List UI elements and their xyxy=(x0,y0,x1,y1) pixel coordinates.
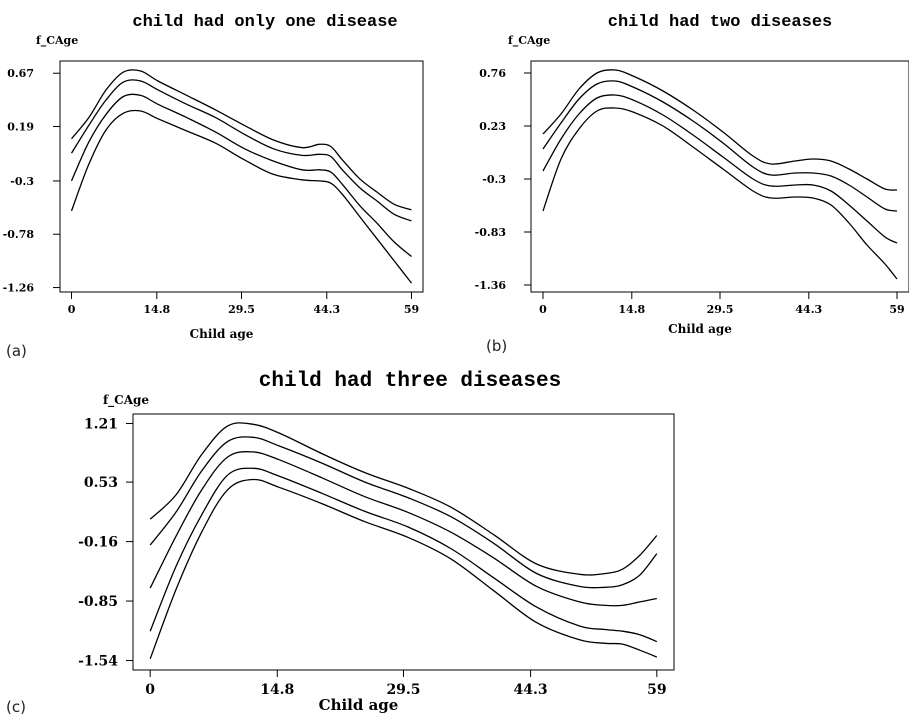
series-line-a-1 xyxy=(70,69,412,211)
y-tick-label: -0.78 xyxy=(3,228,35,241)
y-tick-label: -0.85 xyxy=(78,594,118,610)
series-line-c-1 xyxy=(149,422,658,576)
y-tick-label: 1.21 xyxy=(84,416,118,432)
x-tick-label: 59 xyxy=(404,303,419,316)
x-tick-label: 29.5 xyxy=(707,303,734,316)
x-axis-label-b: Child age xyxy=(668,322,732,336)
x-axis-label-a: Child age xyxy=(190,327,254,341)
series-line-c-4 xyxy=(149,467,658,643)
chart-title-c: child had three diseases xyxy=(259,370,561,393)
y-axis-label-b: f_CAge xyxy=(508,34,550,48)
x-tick-label: 14.8 xyxy=(618,303,645,316)
panel-label-b: (b) xyxy=(486,337,508,355)
x-tick-label: 0 xyxy=(145,682,155,698)
x-axis-label-c: Child age xyxy=(319,696,399,714)
series-line-b-1 xyxy=(542,69,898,191)
panel-label-c: (c) xyxy=(6,698,26,716)
series-line-b-4 xyxy=(542,107,898,280)
x-tick-label: 14.8 xyxy=(260,682,294,698)
series-line-b-2 xyxy=(542,80,898,212)
series-line-a-3 xyxy=(70,93,412,258)
y-axis-label-a: f_CAge xyxy=(36,34,78,48)
series-line-c-5 xyxy=(149,478,658,660)
x-tick-label: 59 xyxy=(647,682,666,698)
x-tick-label: 0 xyxy=(539,303,547,316)
chart-title-b: child had two diseases xyxy=(608,13,832,32)
x-tick-label: 29.5 xyxy=(386,682,420,698)
plot-frame-a xyxy=(59,60,424,293)
y-tick-label: -0.16 xyxy=(78,534,118,550)
plot-frame-c xyxy=(132,413,675,671)
y-tick-label: 0.67 xyxy=(7,67,34,80)
y-tick-label: -1.54 xyxy=(78,653,118,669)
series-line-b-3 xyxy=(542,94,898,244)
y-tick-label: -0.83 xyxy=(475,226,506,239)
y-tick-label: 0.53 xyxy=(84,475,118,491)
plot-frame-b xyxy=(530,60,909,293)
x-tick-label: 29.5 xyxy=(228,303,255,316)
series-line-c-2 xyxy=(149,436,658,589)
series-line-a-4 xyxy=(70,109,413,284)
x-tick-label: 0 xyxy=(68,303,76,316)
x-tick-label: 44.3 xyxy=(795,303,822,316)
x-tick-label: 44.3 xyxy=(514,682,548,698)
series-line-a-2 xyxy=(70,79,412,222)
y-tick-label: -1.26 xyxy=(3,281,35,294)
series-line-c-3 xyxy=(149,451,657,607)
chart-title-a: child had only one disease xyxy=(132,13,397,32)
panel-label-a: (a) xyxy=(6,342,27,360)
y-tick-label: 0.19 xyxy=(7,120,34,133)
x-tick-label: 14.8 xyxy=(143,303,170,316)
x-tick-label: 44.3 xyxy=(313,303,340,316)
y-axis-label-c: f_CAge xyxy=(103,393,149,408)
y-tick-label: -0.3 xyxy=(10,175,34,188)
y-tick-label: -0.3 xyxy=(482,173,506,186)
x-tick-label: 59 xyxy=(889,303,904,316)
y-tick-label: 0.76 xyxy=(479,67,506,80)
y-tick-label: 0.23 xyxy=(479,120,506,133)
y-tick-label: -1.36 xyxy=(475,279,507,292)
